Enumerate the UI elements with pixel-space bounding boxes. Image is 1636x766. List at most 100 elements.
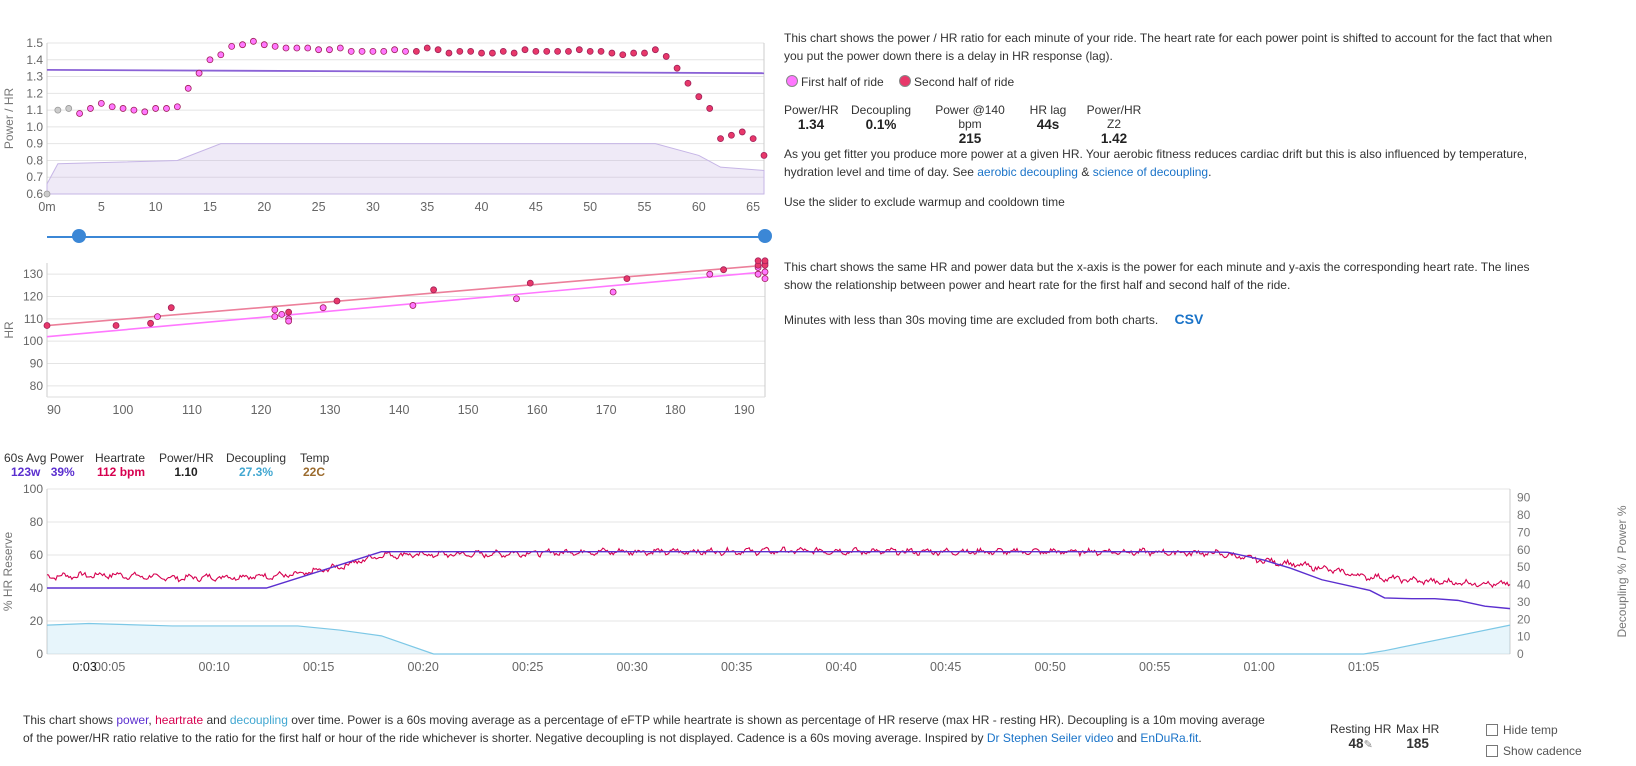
ratio-trend-line	[46, 68, 765, 75]
x-tick-label: 30	[366, 200, 380, 214]
stat-value: 1.34	[797, 117, 825, 132]
second-half-point	[749, 135, 757, 143]
show-cadence-checkbox[interactable]	[1486, 745, 1498, 757]
stat-label: Decoupling	[851, 103, 912, 117]
x-tick-label: 90	[47, 403, 61, 417]
y-tick-label: 40	[30, 581, 44, 595]
y-tick-label: 0	[36, 647, 43, 661]
slider-handle-end[interactable]	[758, 229, 772, 243]
period: .	[1208, 164, 1212, 179]
second-half-point	[430, 286, 438, 294]
second-half-point	[532, 47, 540, 55]
x-tick-label: 00:05	[94, 660, 125, 674]
power-hr-stat: Power/HR 1.10	[159, 451, 214, 479]
heartrate-line	[46, 546, 1511, 589]
power-hr-time-chart[interactable]: 0 20 40 60 80 100 0 10 20 30 40 50 60 70 80 90 00:05 00:1…	[0, 482, 1636, 678]
y2-tick-label: 0	[1517, 647, 1524, 661]
show-cadence-toggle[interactable]: Show cadence	[1486, 744, 1582, 758]
legend-first-half[interactable]: First half of ride	[786, 75, 887, 89]
x-tick-label: 40	[475, 200, 489, 214]
first-half-point	[315, 46, 322, 54]
range-slider[interactable]	[47, 229, 772, 245]
x-tick-label: 120	[251, 403, 272, 417]
power-hr-ratio-chart: 0.6 0.7 0.8 0.9 1.0 1.1 1.2 1.3 1.4 1.5 0m 5 10 15 20 2…	[2, 36, 768, 214]
slider-handle-start[interactable]	[72, 229, 86, 243]
show-cadence-label: Show cadence	[1503, 744, 1582, 758]
seiler-video-link[interactable]: Dr Stephen Seiler video	[986, 730, 1114, 745]
y-tick-label: 1.2	[26, 86, 43, 100]
exclusion-note-text: Minutes with less than 30s moving time a…	[784, 313, 1159, 327]
power-hr-label: Power/HR	[159, 451, 214, 465]
second-half-point	[651, 46, 659, 54]
y-tick-label: 80	[30, 379, 44, 393]
max-hr[interactable]: Max HR 185	[1396, 722, 1439, 751]
x-tick-label: 45	[529, 200, 543, 214]
x-tick-label: 00:25	[512, 660, 543, 674]
legend-second-half[interactable]: Second half of ride	[899, 75, 1014, 89]
first-half-point	[754, 270, 762, 278]
y2-tick-label: 70	[1517, 525, 1531, 539]
desc-part: and	[206, 713, 227, 727]
second-half-point	[526, 279, 534, 287]
hide-temp-label: Hide temp	[1503, 723, 1558, 737]
temp-value: 22C	[302, 465, 325, 479]
first-half-point	[282, 44, 290, 52]
x-tick-label: 0m	[38, 200, 55, 214]
first-half-point	[239, 41, 246, 49]
edit-icon[interactable]: ✎	[1363, 739, 1373, 751]
x-tick-label: 01:05	[1348, 660, 1379, 674]
x-tick-label: 00:35	[721, 660, 752, 674]
y2-tick-label: 30	[1517, 595, 1531, 609]
power-hr-value: 1.10	[174, 465, 198, 479]
y-tick-label: 1.1	[26, 103, 43, 117]
second-half-point	[619, 51, 627, 59]
second-half-point	[673, 64, 681, 72]
stat-power-hr-z2: Power/HR Z2 1.42	[1078, 103, 1150, 146]
power-area	[46, 143, 765, 195]
hide-temp-checkbox[interactable]	[1486, 724, 1498, 736]
second-half-point	[684, 79, 692, 87]
second-half-point	[333, 297, 341, 305]
y-tick-label: 0.8	[26, 153, 43, 167]
first-half-point	[706, 270, 714, 278]
second-half-point	[167, 304, 175, 312]
desc-part: This chart shows	[23, 713, 114, 727]
mid-chart-description: This chart shows the same HR and power d…	[784, 260, 1530, 292]
csv-button[interactable]: CSV	[1174, 311, 1204, 327]
x-tick-label: 140	[389, 403, 410, 417]
first-half-point	[87, 105, 94, 112]
y-tick-label: 90	[30, 357, 44, 371]
stat-value: 44s	[1036, 117, 1060, 132]
second-half-point	[554, 47, 561, 55]
y-tick-label: 60	[30, 548, 44, 562]
stat-power-140: Power @140 bpm 215	[923, 103, 1017, 146]
x-tick-label: 150	[458, 403, 479, 417]
second-half-point	[543, 47, 551, 55]
resting-hr[interactable]: Resting HR 48✎	[1330, 722, 1391, 751]
max-hr-label: Max HR	[1396, 722, 1440, 736]
x-tick-label: 25	[312, 200, 326, 214]
decoupling-value: 27.3%	[238, 465, 274, 479]
stat-label: Power @140 bpm	[935, 103, 1005, 131]
second-half-point	[434, 46, 442, 54]
x-tick-label: 100	[113, 403, 134, 417]
exclusion-note: Minutes with less than 30s moving time a…	[784, 311, 1203, 330]
first-half-point	[163, 105, 170, 112]
fitness-text: As you get fitter you produce more power…	[784, 146, 1554, 181]
science-of-decoupling-link[interactable]: science of decoupling	[1092, 164, 1209, 179]
second-half-point	[285, 308, 293, 316]
endura-link[interactable]: EnDuRa.fit	[1140, 730, 1199, 745]
power-watts: 123w	[11, 465, 41, 479]
first-half-point	[152, 105, 160, 112]
decoupling-stat: Decoupling 27.3%	[225, 451, 287, 479]
x-tick-label: 60	[692, 200, 706, 214]
second-half-point	[147, 319, 154, 327]
x-tick-label: 00:15	[303, 660, 334, 674]
excluded-point	[54, 106, 62, 114]
hide-temp-toggle[interactable]: Hide temp	[1486, 723, 1558, 737]
stat-decoupling: Decoupling 0.1%	[851, 103, 911, 132]
second-half-point	[728, 131, 735, 139]
max-hr-value: 185	[1406, 736, 1429, 751]
stat-label: HR lag	[1029, 103, 1067, 117]
aerobic-decoupling-link[interactable]: aerobic decoupling	[977, 164, 1078, 179]
